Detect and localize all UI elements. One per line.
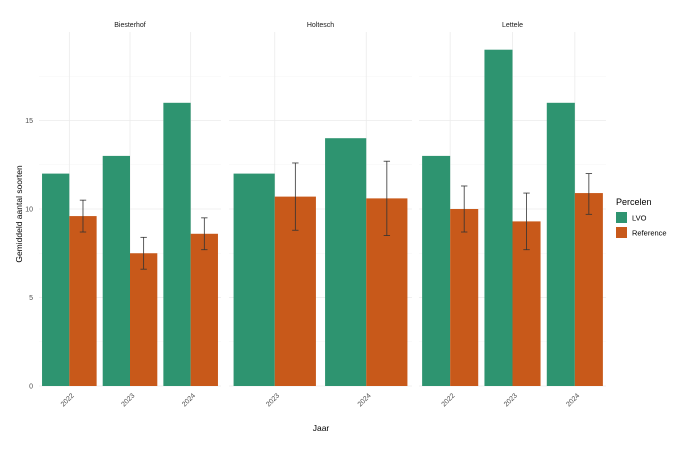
- legend-swatch: [616, 227, 627, 238]
- legend-title: Percelen: [616, 197, 652, 207]
- error-bar-reference: [79, 199, 87, 233]
- error-bar-reference: [292, 162, 299, 231]
- bar-lvo: [102, 155, 130, 386]
- facet-title: Holtesch: [307, 22, 334, 29]
- bar-reference: [190, 233, 218, 386]
- facet-title: Biesterhof: [114, 22, 146, 29]
- legend-label: Reference: [632, 229, 667, 238]
- error-bar-reference: [460, 185, 468, 233]
- facet-biesterhof: Biesterhof 2022 2023 2024: [39, 22, 221, 408]
- facet-lettele: Lettele 2022 2023 2024: [419, 22, 606, 408]
- x-axis-title: Jaar: [313, 423, 330, 433]
- legend-item-lvo: LVO: [616, 212, 647, 223]
- error-bar-reference: [140, 236, 147, 270]
- legend: Percelen LVO Reference: [616, 197, 667, 238]
- error-bar-reference: [585, 173, 593, 215]
- error-bar-reference: [201, 217, 208, 251]
- error-bar-reference: [383, 160, 391, 236]
- y-axis: 0 5 10 15: [25, 118, 33, 391]
- x-tick-label: 2023: [265, 392, 281, 408]
- y-tick-label: 10: [25, 207, 33, 214]
- x-tick-label: 2022: [441, 392, 457, 408]
- x-tick-label: 2023: [503, 392, 519, 408]
- facet-title: Lettele: [502, 22, 523, 29]
- bar-lvo: [233, 173, 275, 386]
- bar-reference: [450, 209, 479, 386]
- bar-lvo: [484, 49, 513, 386]
- bar-reference: [130, 253, 158, 386]
- bar-lvo: [42, 173, 70, 386]
- x-tick-label: 2023: [120, 392, 136, 408]
- bar-lvo: [422, 155, 451, 386]
- y-tick-label: 15: [25, 118, 33, 125]
- y-tick-label: 5: [29, 295, 33, 302]
- bar-lvo: [163, 102, 191, 387]
- legend-label: LVO: [632, 214, 647, 223]
- bar-lvo: [546, 102, 575, 387]
- bar-reference: [69, 216, 97, 386]
- legend-item-reference: Reference: [616, 227, 667, 238]
- x-tick-label: 2024: [181, 392, 197, 408]
- facet-holtesch: Holtesch 2023 2024: [229, 22, 412, 408]
- bar-reference: [574, 193, 603, 386]
- x-tick-label: 2024: [357, 392, 373, 408]
- legend-swatch: [616, 212, 627, 223]
- x-tick-label: 2024: [565, 392, 581, 408]
- x-tick-label: 2022: [60, 392, 76, 408]
- y-tick-label: 0: [29, 384, 33, 391]
- bar-lvo: [325, 138, 367, 386]
- error-bar-reference: [523, 192, 530, 251]
- y-axis-title: Gemiddeld aantal soorten: [14, 165, 24, 263]
